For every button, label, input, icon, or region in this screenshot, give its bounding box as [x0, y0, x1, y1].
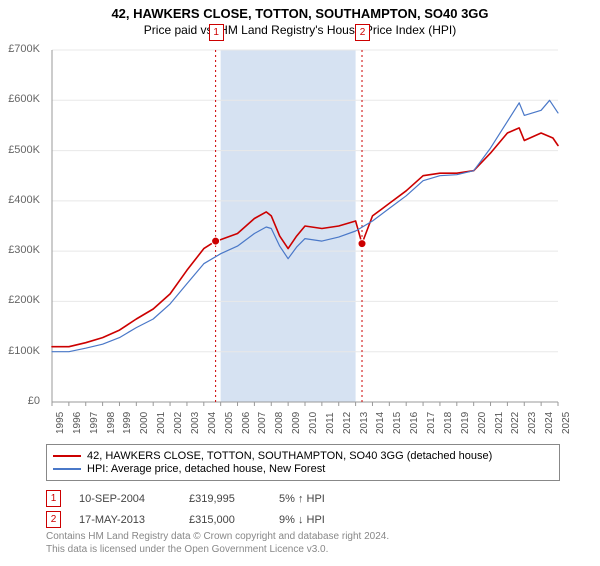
footer-line-2: This data is licensed under the Open Gov…: [46, 543, 560, 556]
x-tick-label: 2014: [375, 412, 386, 434]
x-tick-label: 1997: [89, 412, 100, 434]
x-tick-label: 2001: [156, 412, 167, 434]
chart-area: £0£100K£200K£300K£400K£500K£600K£700K199…: [46, 48, 560, 408]
x-tick-label: 2012: [342, 412, 353, 434]
events-table: 1 10-SEP-2004 £319,995 5% ↑ HPI 2 17-MAY…: [46, 486, 560, 532]
x-tick-label: 2022: [510, 412, 521, 434]
x-tick-label: 2004: [207, 412, 218, 434]
legend-row-property: 42, HAWKERS CLOSE, TOTTON, SOUTHAMPTON, …: [53, 450, 553, 462]
x-tick-label: 2011: [325, 412, 336, 434]
x-tick-label: 2007: [257, 412, 268, 434]
x-tick-label: 2015: [392, 412, 403, 434]
x-tick-label: 2000: [139, 412, 150, 434]
chart-marker-label: 2: [355, 24, 370, 41]
event-price-1: £319,995: [189, 493, 279, 505]
legend-swatch-hpi: [53, 468, 81, 470]
y-tick-label: £700K: [0, 43, 40, 55]
x-tick-label: 2006: [241, 412, 252, 434]
legend-swatch-property: [53, 455, 81, 457]
y-tick-label: £100K: [0, 345, 40, 357]
event-row-1: 1 10-SEP-2004 £319,995 5% ↑ HPI: [46, 490, 560, 507]
legend-row-hpi: HPI: Average price, detached house, New …: [53, 463, 553, 475]
y-tick-label: £0: [0, 395, 40, 407]
x-tick-label: 2024: [544, 412, 555, 434]
chart-marker-label: 1: [209, 24, 224, 41]
x-tick-label: 2021: [494, 412, 505, 434]
chart-svg: [46, 48, 560, 408]
chart-title: 42, HAWKERS CLOSE, TOTTON, SOUTHAMPTON, …: [0, 6, 600, 21]
event-date-1: 10-SEP-2004: [79, 493, 189, 505]
x-tick-label: 2008: [274, 412, 285, 434]
x-tick-label: 2010: [308, 412, 319, 434]
chart-subtitle: Price paid vs. HM Land Registry's House …: [0, 23, 600, 37]
x-tick-label: 2018: [443, 412, 454, 434]
x-tick-label: 1995: [55, 412, 66, 434]
x-tick-label: 1999: [122, 412, 133, 434]
y-tick-label: £200K: [0, 294, 40, 306]
x-tick-label: 2005: [224, 412, 235, 434]
x-tick-label: 2002: [173, 412, 184, 434]
event-date-2: 17-MAY-2013: [79, 514, 189, 526]
x-tick-label: 2003: [190, 412, 201, 434]
event-marker-2: 2: [46, 511, 61, 528]
x-tick-label: 2016: [409, 412, 420, 434]
x-tick-label: 2025: [561, 412, 572, 434]
x-tick-label: 2023: [527, 412, 538, 434]
y-tick-label: £500K: [0, 144, 40, 156]
event-price-2: £315,000: [189, 514, 279, 526]
x-tick-label: 2019: [460, 412, 471, 434]
event-pct-2: 9% ↓ HPI: [279, 514, 389, 526]
x-tick-label: 2017: [426, 412, 437, 434]
x-tick-label: 2013: [359, 412, 370, 434]
footer-attribution: Contains HM Land Registry data © Crown c…: [46, 530, 560, 556]
legend-box: 42, HAWKERS CLOSE, TOTTON, SOUTHAMPTON, …: [46, 444, 560, 481]
x-tick-label: 1996: [72, 412, 83, 434]
x-tick-label: 1998: [106, 412, 117, 434]
legend-label-property: 42, HAWKERS CLOSE, TOTTON, SOUTHAMPTON, …: [87, 450, 492, 462]
event-marker-1: 1: [46, 490, 61, 507]
legend-label-hpi: HPI: Average price, detached house, New …: [87, 463, 325, 475]
footer-line-1: Contains HM Land Registry data © Crown c…: [46, 530, 560, 543]
y-tick-label: £400K: [0, 194, 40, 206]
y-tick-label: £600K: [0, 93, 40, 105]
event-pct-1: 5% ↑ HPI: [279, 493, 389, 505]
event-row-2: 2 17-MAY-2013 £315,000 9% ↓ HPI: [46, 511, 560, 528]
x-tick-label: 2009: [291, 412, 302, 434]
y-tick-label: £300K: [0, 244, 40, 256]
x-tick-label: 2020: [477, 412, 488, 434]
